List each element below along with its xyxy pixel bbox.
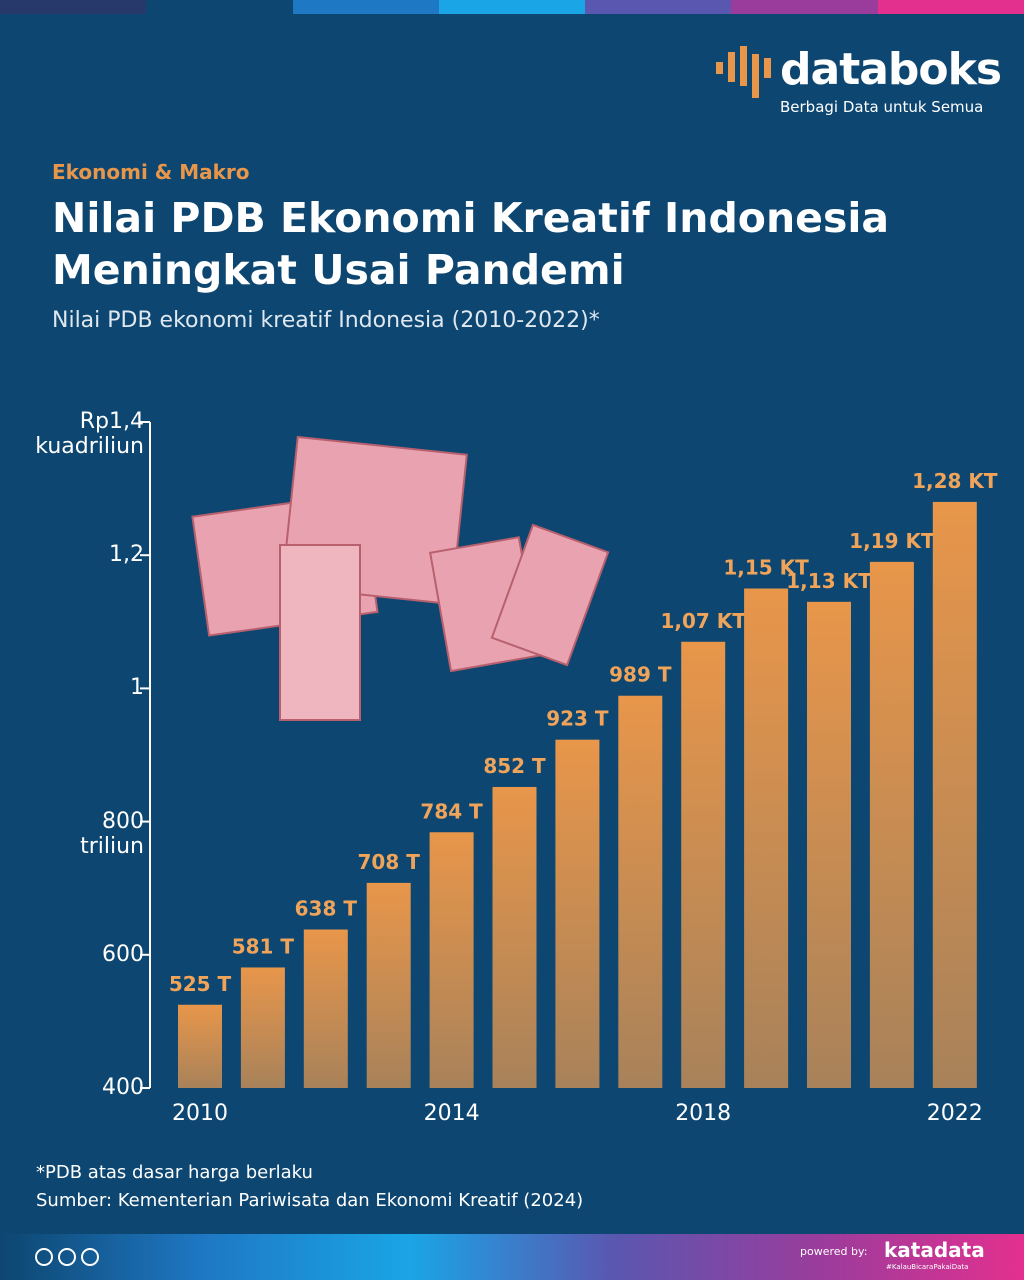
value-label: 784 T <box>420 799 483 823</box>
bar <box>492 786 537 1088</box>
y-tick-label: Rp1,4 kuadriliun <box>35 409 145 459</box>
publisher: katadata <box>884 1238 985 1262</box>
x-tick-label: 2010 <box>172 1101 228 1126</box>
brand-name: databoks <box>780 44 1002 95</box>
powered-by: powered by: <box>800 1245 868 1258</box>
bar <box>681 641 726 1088</box>
value-label: 923 T <box>546 707 609 731</box>
bar <box>303 929 348 1088</box>
x-tick-label: 2018 <box>675 1101 731 1126</box>
value-label: 1,07 KT <box>660 609 746 633</box>
bar <box>178 1004 222 1088</box>
value-label: 525 T <box>169 972 232 996</box>
chart-subtitle: Nilai PDB ekonomi kreatif Indonesia (201… <box>52 308 600 333</box>
value-label: 708 T <box>358 850 421 874</box>
brand-icon <box>716 46 771 98</box>
value-label: 1,28 KT <box>912 469 998 493</box>
y-tick-label: 600 <box>102 941 144 967</box>
y-tick-label: 400 <box>102 1075 144 1100</box>
bar <box>240 967 285 1088</box>
license-icons <box>35 1248 99 1266</box>
value-label: 852 T <box>483 754 546 778</box>
hashtag: #KalauBicaraPakaiData <box>886 1263 969 1271</box>
chart-title: Nilai PDB Ekonomi Kreatif Indonesia Meni… <box>52 194 890 294</box>
y-tick-label: 800 triliun <box>80 808 144 859</box>
bar <box>429 832 474 1088</box>
value-label: 581 T <box>232 934 295 958</box>
x-tick-label: 2022 <box>927 1101 983 1126</box>
brand-tagline: Berbagi Data untuk Semua <box>780 98 984 116</box>
bar <box>744 588 789 1088</box>
bar <box>555 739 600 1088</box>
footnote: *PDB atas dasar harga berlaku <box>36 1162 313 1183</box>
value-label: 1,19 KT <box>849 529 935 553</box>
money-illustration <box>191 435 610 721</box>
kicker: Ekonomi & Makro <box>52 160 250 184</box>
source: Sumber: Kementerian Pariwisata dan Ekono… <box>36 1190 584 1211</box>
x-tick-label: 2014 <box>424 1101 480 1126</box>
top-strip <box>0 0 1024 14</box>
bar <box>807 601 851 1088</box>
bar <box>618 695 663 1088</box>
y-tick-label: 1 <box>130 675 144 701</box>
bar <box>366 882 411 1088</box>
y-tick-label: 1,2 <box>109 542 144 568</box>
value-label: 989 T <box>609 663 672 687</box>
bar <box>869 561 914 1088</box>
bottom-strip <box>0 1234 1024 1280</box>
value-label: 638 T <box>295 896 358 920</box>
bar <box>932 501 977 1088</box>
value-label: 1,13 KT <box>786 569 872 593</box>
value-label: 1,15 KT <box>723 556 809 580</box>
